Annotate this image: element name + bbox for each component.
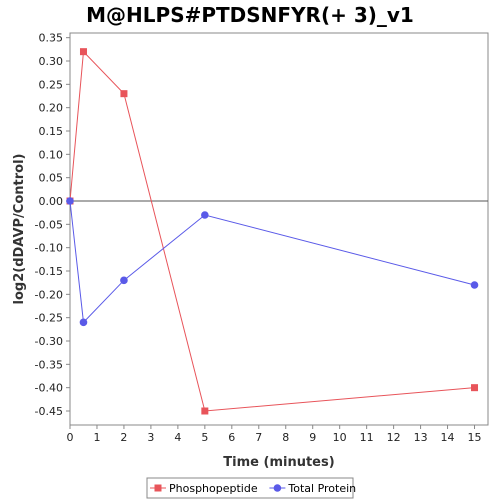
data-point bbox=[66, 197, 74, 205]
legend: Phosphopeptide Total Protein bbox=[146, 477, 356, 499]
y-tick-label: -0.45 bbox=[35, 405, 63, 418]
y-tick-label: -0.15 bbox=[35, 265, 63, 278]
legend-box bbox=[146, 477, 354, 499]
legend-marker bbox=[154, 484, 162, 492]
plot-area bbox=[69, 32, 489, 426]
data-point bbox=[470, 281, 479, 289]
x-tick-label: 5 bbox=[201, 431, 208, 444]
x-tick-label: 15 bbox=[468, 431, 482, 444]
x-tick-label: 12 bbox=[387, 431, 401, 444]
y-axis-label: log2(dDAVP/Control) bbox=[12, 154, 27, 305]
legend-item: Total Protein bbox=[269, 482, 356, 495]
data-point bbox=[79, 48, 87, 56]
data-point bbox=[201, 211, 209, 219]
series-layer bbox=[66, 48, 479, 415]
x-tick-label: 11 bbox=[360, 431, 374, 444]
y-tick-label: -0.30 bbox=[35, 335, 63, 348]
x-tick-label: 1 bbox=[93, 431, 100, 444]
data-point bbox=[471, 384, 479, 392]
data-point bbox=[79, 318, 88, 327]
y-tick-label: 0.20 bbox=[39, 102, 64, 115]
x-tick-label: 10 bbox=[333, 431, 347, 444]
y-tick-label: 0.30 bbox=[39, 55, 64, 68]
x-axis: 0 1 2 3 4 5 6 7 8 9 10 11 12 13 14 15 bbox=[67, 425, 482, 444]
y-tick-label: -0.20 bbox=[35, 288, 63, 301]
y-tick-label: 0.15 bbox=[39, 125, 64, 138]
x-tick-label: 0 bbox=[67, 431, 74, 444]
legend-marker bbox=[273, 484, 282, 492]
y-tick-label: 0.25 bbox=[39, 78, 64, 91]
legend-item: Phosphopeptide bbox=[150, 482, 258, 495]
y-axis: 0.35 0.30 0.25 0.20 0.15 0.10 0.05 0.00 -0.05 -0.… bbox=[35, 32, 70, 418]
x-tick-label: 6 bbox=[228, 431, 235, 444]
y-tick-label: -0.25 bbox=[35, 312, 63, 325]
data-point bbox=[120, 276, 128, 285]
y-tick-label: 0.10 bbox=[39, 148, 64, 161]
y-tick-label: -0.05 bbox=[35, 218, 63, 231]
x-tick-label: 8 bbox=[282, 431, 289, 444]
x-tick-label: 13 bbox=[414, 431, 428, 444]
data-point bbox=[201, 407, 209, 415]
y-tick-label: 0.00 bbox=[39, 195, 64, 208]
x-tick-label: 7 bbox=[255, 431, 262, 444]
x-tick-label: 4 bbox=[174, 431, 181, 444]
y-tick-label: 0.35 bbox=[39, 32, 64, 45]
y-tick-label: -0.40 bbox=[35, 382, 63, 395]
x-tick-label: 9 bbox=[309, 431, 316, 444]
data-point bbox=[120, 90, 128, 98]
legend-label: Total Protein bbox=[287, 482, 356, 495]
series-total-protein bbox=[66, 197, 479, 327]
y-tick-label: 0.05 bbox=[39, 172, 64, 185]
x-tick-label: 3 bbox=[147, 431, 154, 444]
x-axis-label: Time (minutes) bbox=[223, 455, 334, 470]
y-tick-label: -0.10 bbox=[35, 242, 63, 255]
legend-label: Phosphopeptide bbox=[169, 482, 258, 495]
y-tick-label: -0.35 bbox=[35, 358, 63, 371]
x-tick-label: 14 bbox=[441, 431, 455, 444]
x-tick-label: 2 bbox=[120, 431, 127, 444]
chart-title: M@HLPS#PTDSNFYR(+ 3)_v1 bbox=[86, 3, 414, 27]
